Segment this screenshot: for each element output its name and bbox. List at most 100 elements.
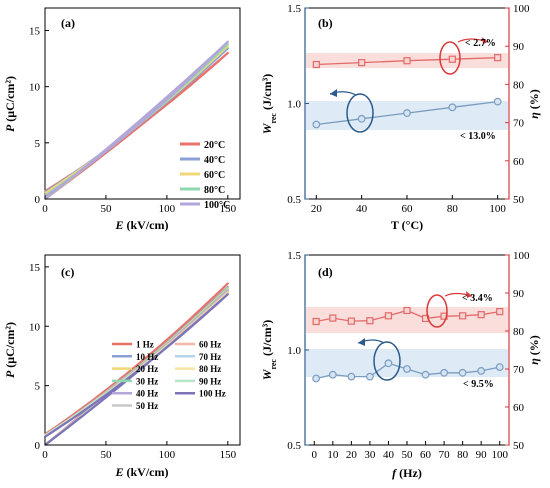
- panel-d-series: [312, 306, 504, 383]
- xtick-label: 90: [476, 449, 488, 461]
- legend-label: 20°C: [204, 140, 225, 151]
- panel-a-ylabel: P (μC/cm²): [3, 76, 17, 132]
- yright-tick-label: 50: [513, 194, 525, 206]
- xtick-label: 50: [100, 449, 112, 461]
- xtick-label: 20: [346, 449, 358, 461]
- panel-d-xlabel-unit: (Hz): [399, 466, 422, 480]
- eta-point: [384, 312, 393, 320]
- panel-a: (a) 0 50 100 150 0 5 10 15 20°C 40°C 60°C 80°C 100°…: [3, 7, 241, 232]
- yright-tick-label: 100: [513, 3, 530, 15]
- panel-a-label: (a): [61, 16, 75, 30]
- legend-label: 80 Hz: [199, 364, 221, 374]
- xtick-label: 100: [159, 203, 176, 215]
- panel-d-eta-ellipse: [426, 294, 448, 328]
- yright-tick-label: 60: [513, 156, 525, 168]
- legend-label: 100°C: [204, 200, 230, 211]
- panel-b-w-arrowhead: [330, 89, 337, 97]
- panel-b-ticks: 20 40 60 80 100 0.5 1.0 1.5 50 60 70 80 90 100: [287, 3, 530, 215]
- yleft-tick-label: 1.0: [287, 99, 301, 111]
- eta-point: [448, 55, 456, 63]
- xtick-label: 20: [311, 203, 323, 215]
- panel-c-label: (c): [61, 265, 74, 279]
- xtick-label: 50: [100, 203, 112, 215]
- panel-b-ylabel-left-unit: (J/cm³): [260, 74, 274, 110]
- panel-a-legend: 20°C 40°C 60°C 80°C 100°C: [180, 140, 230, 211]
- xtick-label: 100: [489, 203, 506, 215]
- xtick-label: 150: [220, 449, 237, 461]
- eta-point: [347, 317, 355, 325]
- panel-c-legend: 1 Hz 10 Hz 20 Hz 30 Hz 40 Hz 50 Hz 60 Hz 70 Hz 8…: [112, 340, 226, 411]
- panel-d-ticks: 0 10 20 30 40 50 60 70 80 90 1000.51.01.5506070809…: [287, 250, 530, 461]
- xtick-label: 80: [457, 449, 469, 461]
- eta-point: [403, 306, 411, 315]
- panel-b-ylabel-right-var: η: [527, 112, 541, 119]
- eta-point: [366, 317, 374, 325]
- wrec-point: [328, 370, 337, 379]
- panel-b-ylabel-left-sub: rec: [269, 113, 278, 124]
- xtick-label: 100: [159, 449, 176, 461]
- legend-label: 80°C: [204, 185, 225, 196]
- eta-point: [494, 54, 502, 62]
- panel-b-xlabel: T (°C): [391, 218, 423, 232]
- panel-b-label: (b): [318, 16, 333, 30]
- wrec-point: [477, 367, 486, 375]
- panel-d-ylabel-right: η (%): [527, 335, 541, 365]
- ytick-label: 5: [35, 381, 41, 393]
- yleft-tick-label: 0.5: [287, 440, 301, 452]
- yright-tick-label: 80: [513, 326, 525, 338]
- wrec-point: [448, 103, 457, 112]
- xtick-label: 70: [439, 449, 451, 461]
- panel-d-w-arrowhead: [358, 338, 365, 346]
- wrec-point: [440, 368, 448, 377]
- eta-point: [312, 60, 320, 69]
- yright-tick-label: 60: [513, 402, 525, 414]
- panel-d-annot-w: < 9.5%: [463, 379, 494, 390]
- panel-c-xlabel-var: E: [114, 465, 123, 479]
- yright-tick-label: 90: [513, 288, 525, 300]
- eta-point: [477, 311, 485, 319]
- legend-label: 30 Hz: [136, 376, 158, 386]
- panel-b-eta-ellipse: [439, 41, 461, 75]
- panel-a-series: [44, 40, 229, 200]
- eta-point: [403, 57, 411, 65]
- legend-label: 60°C: [204, 170, 225, 181]
- panel-c-ylabel-unit: (μC/cm²): [3, 322, 17, 368]
- panel-b-ylabel-right: η (%): [527, 89, 541, 119]
- yright-tick-label: 70: [513, 118, 525, 130]
- xtick-label: 10: [327, 449, 339, 461]
- panel-b: (b) 20 40 60 80 100 0.5 1.0 1.5 50 60 70 80 90 100 < …: [260, 3, 541, 232]
- legend-label: 100 Hz: [199, 389, 226, 399]
- panel-d-ylabel-left-unit: (J/cm³): [260, 320, 274, 356]
- ytick-label: 10: [29, 321, 41, 333]
- yleft-tick-label: 0.5: [287, 194, 301, 206]
- panel-a-ticks: 0 50 100 150 0 5 10 15: [29, 25, 237, 215]
- xtick-label: 100: [491, 449, 508, 461]
- yleft-tick-label: 1.0: [287, 345, 301, 357]
- yright-tick-label: 80: [513, 79, 525, 91]
- panel-b-series: [312, 54, 502, 129]
- panel-c-series: [44, 282, 229, 446]
- loop-100Hz: [44, 293, 229, 446]
- yleft-tick-label: 1.5: [287, 250, 301, 262]
- panel-c-xlabel: E (kV/cm): [114, 465, 168, 479]
- wrec-point: [421, 370, 430, 379]
- panel-d-xlabel-var: f: [392, 466, 397, 480]
- legend-label: 1 Hz: [136, 340, 154, 350]
- panel-b-w-ellipse: [346, 93, 374, 133]
- legend-label: 20 Hz: [136, 364, 158, 374]
- ytick-label: 15: [29, 262, 41, 274]
- panel-b-annot-w: < 13.0%: [460, 131, 496, 142]
- ytick-label: 0: [35, 194, 41, 206]
- xtick-label: 0: [312, 449, 318, 461]
- panel-d-ylabel-left-var: W: [260, 368, 274, 380]
- panel-a-xlabel: E (kV/cm): [114, 218, 168, 232]
- panel-c-ticks: 0 50 100 150 0 5 10 15: [29, 262, 237, 461]
- xtick-label: 30: [364, 449, 376, 461]
- panel-a-xlabel-var: E: [114, 218, 123, 232]
- xtick-label: 0: [42, 203, 48, 215]
- legend-label: 60 Hz: [199, 340, 221, 350]
- wrec-point: [403, 109, 411, 117]
- yright-tick-label: 50: [513, 440, 525, 452]
- panel-d-annot-eta: < 3.4%: [462, 293, 493, 304]
